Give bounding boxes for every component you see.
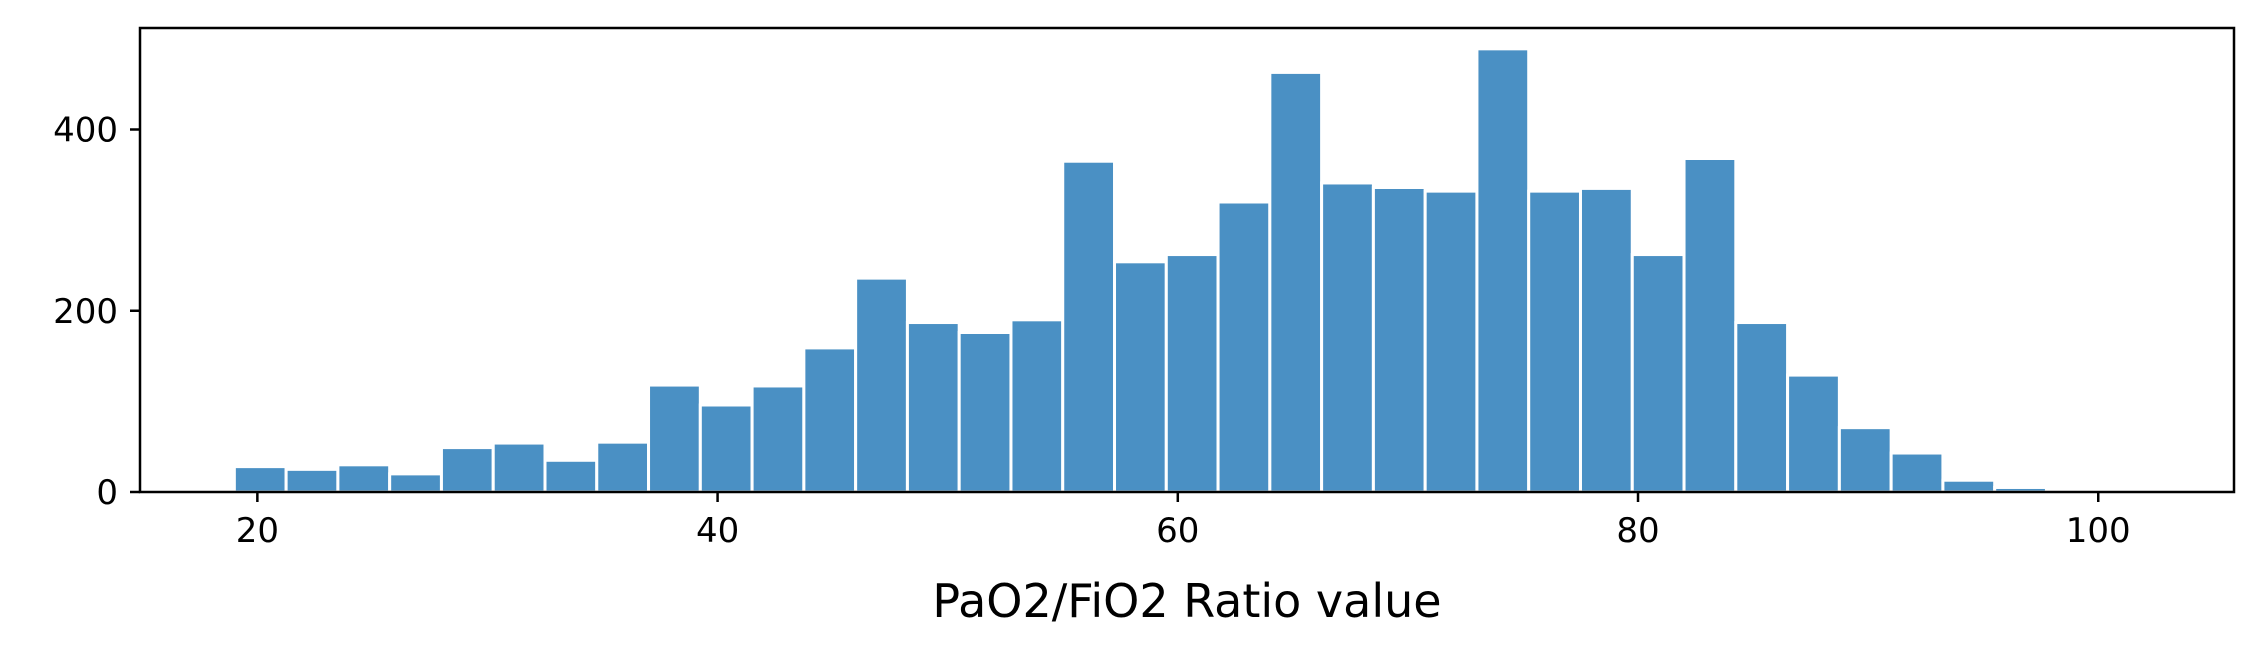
y-tick-label: 0	[96, 473, 118, 513]
histogram-bar	[1371, 186, 1427, 494]
histogram-bar	[1423, 189, 1479, 494]
x-tick-label: 40	[696, 511, 739, 551]
x-tick-label: 60	[1156, 511, 1199, 551]
y-tick-label: 400	[53, 111, 118, 151]
histogram-bar	[1164, 253, 1220, 494]
histogram-bar	[1475, 47, 1531, 494]
histogram-bar	[1941, 478, 1997, 494]
histogram-bar	[1578, 186, 1634, 494]
x-axis-label: PaO2/FiO2 Ratio value	[932, 574, 1441, 628]
histogram-bar	[439, 446, 495, 494]
plot-frame	[138, 26, 2236, 494]
histogram-bar	[647, 383, 702, 494]
histogram-bar	[1527, 189, 1582, 494]
histogram-bar	[1837, 426, 1893, 494]
histogram-bar	[1320, 181, 1375, 494]
histogram-bar	[802, 346, 858, 494]
histogram-bar	[1682, 157, 1738, 494]
histogram-bar	[1216, 200, 1272, 494]
histogram-bar	[698, 403, 754, 494]
histogram-bar	[1009, 318, 1065, 494]
histogram-bar	[1113, 260, 1168, 494]
histogram-bar	[1268, 70, 1324, 494]
histogram-bar	[1786, 373, 1841, 494]
histogram-bar	[1061, 159, 1117, 494]
histogram-bar	[543, 458, 599, 494]
histogram-bar	[1630, 253, 1686, 494]
histogram-bar	[232, 465, 288, 494]
histogram-bar	[336, 463, 392, 494]
x-tick-label: 80	[1616, 511, 1659, 551]
histogram-bar	[284, 467, 340, 494]
histogram-bars	[232, 47, 2152, 494]
histogram-bar	[854, 276, 909, 494]
histogram-bar	[1889, 451, 1945, 494]
y-axis-ticks: 0 200 400	[53, 111, 140, 513]
histogram-bar	[905, 321, 961, 494]
histogram-bar	[388, 472, 443, 494]
y-tick-label: 200	[53, 292, 118, 332]
x-axis-ticks: 20 40 60 80 100	[236, 492, 2131, 551]
histogram-bar	[1734, 321, 1790, 494]
histogram-bar	[957, 331, 1013, 494]
x-tick-label: 20	[236, 511, 279, 551]
histogram-bar	[595, 440, 651, 494]
x-tick-label: 100	[2066, 511, 2131, 551]
histogram-bar	[750, 384, 806, 494]
histogram-bar	[491, 441, 547, 494]
